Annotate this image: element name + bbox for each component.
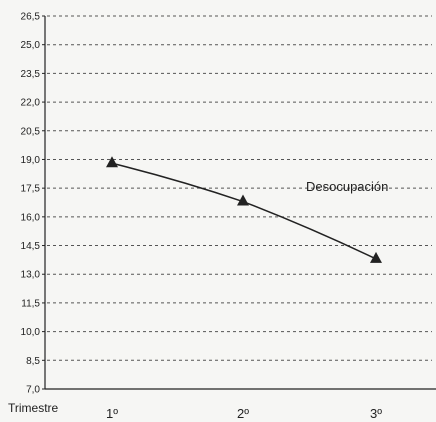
series-line <box>111 162 377 260</box>
y-tick-label: 10,0 <box>21 327 41 338</box>
y-tick-label: 14,5 <box>21 241 41 252</box>
y-tick-label: 19,0 <box>21 155 41 166</box>
data-point-triangle <box>237 194 249 206</box>
y-tick-labels: 7,0 8,5 10,0 11,5 13,0 14,5 16,0 17,5 19,0 20,5 22… <box>21 12 45 396</box>
y-tick-label: 22,0 <box>21 98 41 109</box>
y-tick-label: 13,0 <box>21 270 41 281</box>
y-tick-label: 11,5 <box>21 298 40 309</box>
y-tick-label: 7,0 <box>26 385 40 396</box>
x-tick-labels: 1º 2º 3º <box>106 406 382 421</box>
x-axis-label: Trimestre <box>8 401 59 415</box>
series-label: Desocupación <box>306 179 388 194</box>
y-tick-label: 26,5 <box>21 12 41 23</box>
x-tick-label: 2º <box>237 406 249 421</box>
y-tick-label: 20,5 <box>21 126 41 137</box>
x-tick-label: 1º <box>106 406 118 421</box>
y-tick-label: 23,5 <box>21 69 41 80</box>
data-point-triangle <box>106 156 118 168</box>
grid-lines <box>47 15 432 361</box>
y-tick-label: 8,5 <box>26 356 40 367</box>
data-point-triangle <box>370 251 382 263</box>
y-tick-label: 17,5 <box>21 184 41 195</box>
x-tick-label: 3º <box>370 406 382 421</box>
y-tick-label: 25,0 <box>21 40 41 51</box>
series-group <box>106 156 382 263</box>
y-tick-label: 16,0 <box>21 212 41 223</box>
axes <box>44 16 436 390</box>
